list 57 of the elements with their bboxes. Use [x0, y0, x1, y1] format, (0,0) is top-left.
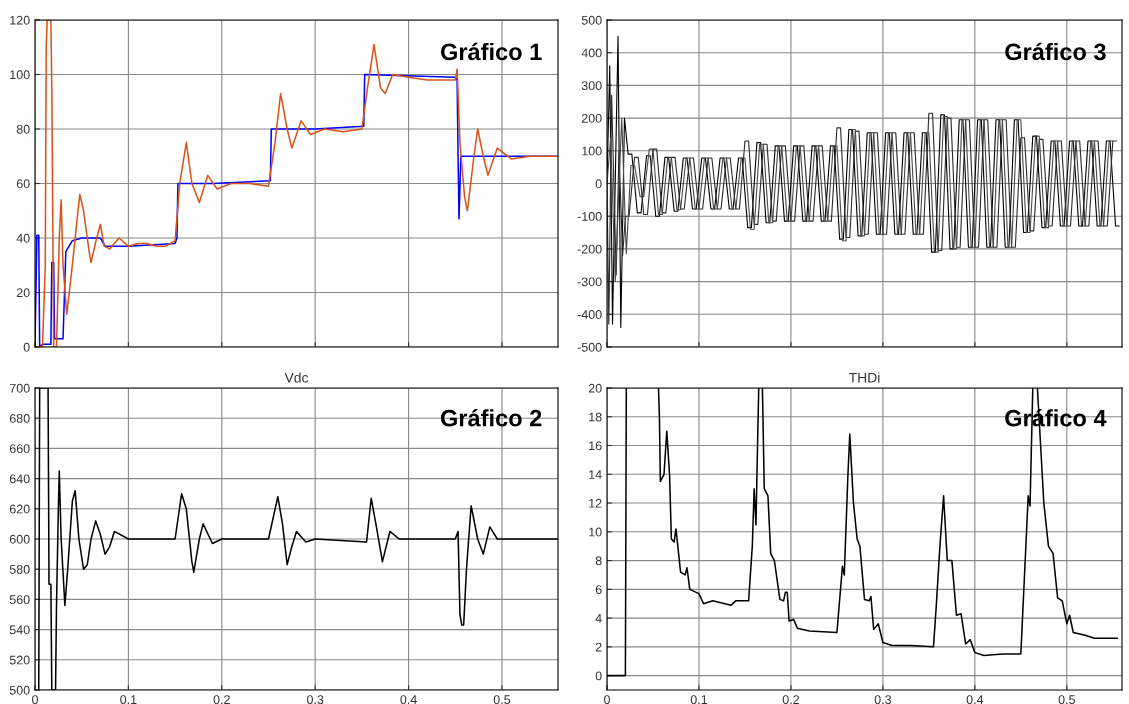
x-tick-label: 0.3 — [874, 695, 892, 704]
annotation: Gráfico 3 — [1005, 42, 1106, 61]
y-tick-label: 100 — [10, 70, 30, 80]
chart-title: Vdc — [284, 372, 309, 383]
y-tick-label: 680 — [9, 414, 30, 423]
y-tick-label: 0 — [595, 179, 602, 189]
x-tick-label: 0.3 — [306, 695, 324, 704]
y-tick-label: 18 — [589, 412, 602, 422]
y-tick-label: 300 — [581, 81, 602, 91]
y-tick-label: -400 — [577, 310, 602, 319]
y-tick-label: 640 — [9, 474, 30, 484]
y-tick-label: 80 — [16, 124, 30, 134]
y-tick-label: 200 — [581, 113, 602, 123]
y-tick-label: 14 — [589, 470, 602, 479]
y-tick-label: 400 — [581, 48, 602, 58]
y-tick-label: 620 — [9, 504, 30, 514]
y-tick-label: 6 — [595, 585, 602, 594]
y-tick-label: 20 — [16, 288, 30, 298]
y-tick-label: 500 — [9, 685, 30, 695]
y-tick-label: 700 — [9, 383, 30, 393]
y-tick-label: 4 — [595, 614, 602, 623]
y-tick-label: 12 — [589, 498, 602, 508]
y-tick-label: -300 — [577, 277, 602, 287]
annotation: Gráfico 1 — [440, 42, 542, 61]
x-tick-label: 0.5 — [1058, 695, 1075, 704]
x-tick-label: 0.2 — [213, 695, 230, 704]
x-tick-label: 0.4 — [400, 695, 417, 704]
y-tick-label: 60 — [16, 179, 30, 189]
y-tick-label: 580 — [9, 565, 30, 574]
x-tick-label: 0.1 — [690, 695, 708, 704]
x-tick-label: 0.1 — [120, 695, 137, 704]
x-tick-label: 0 — [604, 695, 610, 704]
y-tick-label: 100 — [582, 146, 602, 156]
annotation: Gráfico 2 — [440, 408, 542, 427]
y-tick-label: 520 — [9, 655, 30, 665]
y-tick-label: 2 — [595, 642, 602, 652]
y-tick-label: 16 — [589, 441, 602, 451]
y-tick-label: -500 — [577, 342, 602, 352]
y-tick-label: 10 — [589, 527, 602, 537]
x-tick-label: 0 — [32, 695, 38, 704]
x-tick-label: 0.4 — [966, 695, 984, 704]
y-tick-label: 540 — [9, 625, 30, 635]
y-tick-label: -100 — [577, 212, 602, 221]
y-tick-label: -200 — [577, 244, 602, 254]
y-tick-label: 120 — [10, 15, 30, 25]
y-tick-label: 560 — [9, 595, 30, 605]
y-tick-label: 660 — [9, 444, 30, 454]
x-tick-label: 0.5 — [493, 695, 511, 704]
x-tick-label: 0.2 — [782, 695, 799, 704]
y-tick-label: 8 — [595, 556, 602, 566]
y-tick-label: 40 — [16, 233, 30, 243]
y-tick-label: 0 — [23, 342, 30, 352]
y-tick-label: 0 — [595, 671, 602, 681]
chart-title: THDi — [849, 372, 880, 383]
y-tick-label: 500 — [581, 15, 602, 25]
y-tick-label: 20 — [588, 383, 602, 393]
y-tick-label: 600 — [9, 534, 30, 544]
